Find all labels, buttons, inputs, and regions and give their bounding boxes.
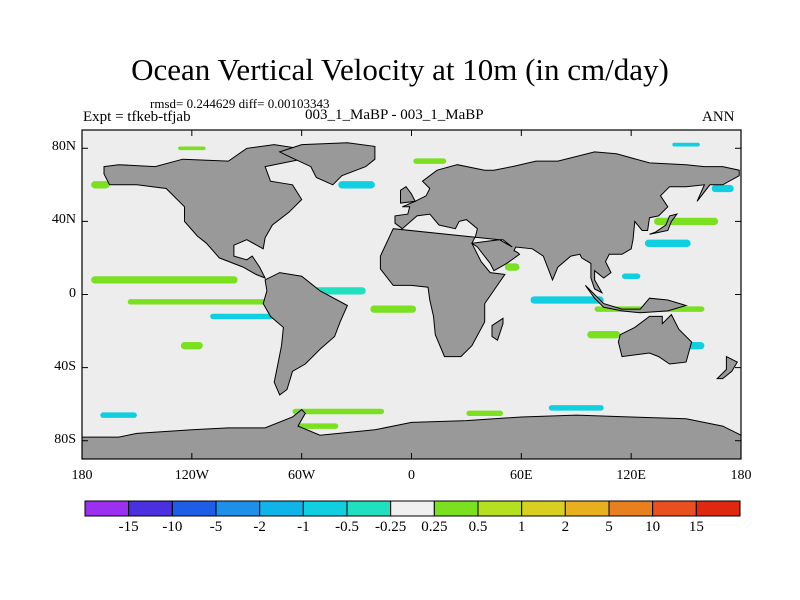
x-tick-label: 120W [174,468,209,483]
anomaly-patch [180,342,203,350]
colorbar-box [171,500,217,517]
land-new-zealand [715,355,739,380]
land-eurasia-africa [379,151,740,358]
anomaly-patch [127,299,293,305]
x-tick-label: 120E [616,468,646,483]
colorbar-box [346,500,392,517]
land-indonesia [584,285,688,314]
anomaly-patch [654,217,719,226]
colorbar-box [521,500,566,517]
map-layer [82,130,741,459]
anomaly-patch [292,408,385,415]
colorbar-label: 15 [688,519,704,535]
x-tick-label: 0 [408,468,415,483]
anomaly-patch [548,405,604,411]
y-tick-label: 40N [51,212,76,228]
colorbar-label: -5 [209,519,223,535]
x-tick-label: 180 [71,468,93,483]
colorbar-label: -2 [253,519,266,535]
land-madagascar [491,317,504,341]
colorbar-box [215,500,261,517]
season-label: ANN [702,109,735,125]
colorbar-box [390,500,435,517]
colorbar-label: 0.5 [468,519,488,535]
colorbar-box [695,500,741,517]
y-tick-label: 80S [54,431,76,447]
colorbar-box [128,500,173,517]
colorbar-label: 10 [645,519,661,535]
anomaly-patch [466,410,504,417]
y-tick-label: 80N [51,139,76,155]
land-australia [617,313,693,365]
anomaly-patch [413,158,447,164]
x-tick-label: 180 [730,468,752,483]
anomaly-patch [91,181,110,189]
anomaly-patch [711,184,734,193]
colorbar-label: 2 [561,519,570,535]
colorbar-box [259,500,304,517]
x-tick-label: 60E [510,468,533,483]
anomaly-patch [622,273,641,279]
anomaly-patch [644,239,691,247]
colorbar-label: 0.25 [421,519,448,535]
colorbar-label: -0.5 [335,519,359,535]
anomaly-patch [91,276,238,284]
colorbar-box [302,500,348,517]
anomaly-patch [587,331,621,339]
land-uk [400,186,416,204]
anomaly-patch [672,142,700,147]
colorbar-box [477,500,523,517]
land-south-america [262,272,349,396]
colorbar-label: -0.25 [375,519,407,535]
colorbar-box [652,500,697,517]
colorbar-label: -15 [118,519,139,535]
anomaly-patch [370,305,417,313]
stats-line: rmsd= 0.244629 diff= 0.00103343 [150,96,330,111]
land-antarctica [82,408,741,459]
colorbar-label: -1 [297,519,310,535]
anomaly-patch [100,412,137,418]
chart-title: Ocean Vertical Velocity at 10m (in cm/da… [131,52,669,87]
colorbar-box [564,500,610,517]
y-tick-label: 0 [69,285,76,301]
anomaly-patch [178,146,206,151]
case-label: 003_1_MaBP - 003_1_MaBP [305,107,484,123]
land-north-america [103,144,303,279]
anomaly-patch [504,263,520,271]
experiment-label: Expt = tfkeb-tfjab [83,109,191,125]
colorbar-box [608,500,654,517]
x-tick-label: 60W [288,468,316,483]
land-japan [649,213,679,235]
land-greenland [278,142,376,186]
anomaly-patch [338,181,375,189]
colorbar-label: -10 [162,519,183,535]
y-tick-label: 40S [54,358,76,374]
colorbar-box [433,500,479,517]
colorbar-box [84,500,130,517]
anomaly-patch [530,296,604,304]
colorbar-label: 1 [517,519,526,535]
colorbar-label: 5 [605,519,613,535]
anomaly-patch [210,313,284,320]
